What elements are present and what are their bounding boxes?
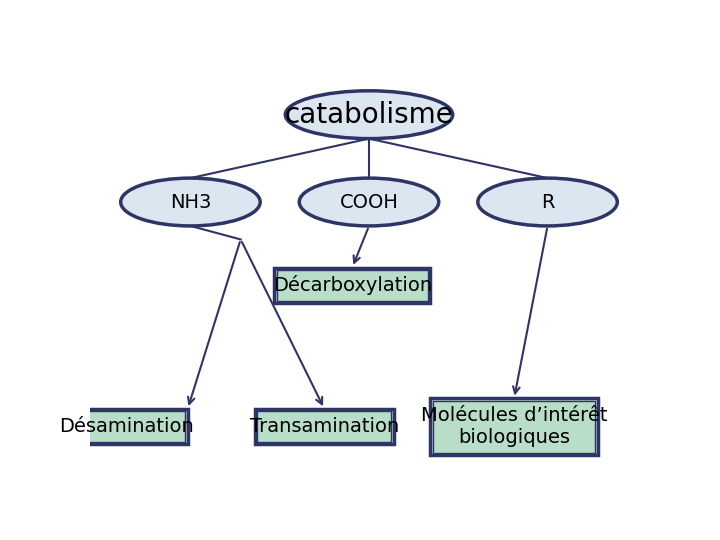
Ellipse shape	[478, 178, 617, 226]
Text: Transamination: Transamination	[250, 417, 399, 436]
FancyBboxPatch shape	[255, 409, 394, 444]
FancyBboxPatch shape	[431, 399, 598, 455]
FancyBboxPatch shape	[274, 267, 431, 303]
Text: Désamination: Désamination	[59, 417, 194, 436]
Text: COOH: COOH	[340, 193, 398, 212]
Text: R: R	[541, 193, 554, 212]
FancyBboxPatch shape	[65, 409, 188, 444]
Text: Décarboxylation: Décarboxylation	[273, 275, 432, 295]
Ellipse shape	[300, 178, 438, 226]
Text: Molécules d’intérêt
biologiques: Molécules d’intérêt biologiques	[420, 406, 608, 447]
Text: NH3: NH3	[170, 193, 211, 212]
Text: catabolisme: catabolisme	[284, 100, 454, 129]
Ellipse shape	[285, 91, 453, 139]
Ellipse shape	[121, 178, 260, 226]
